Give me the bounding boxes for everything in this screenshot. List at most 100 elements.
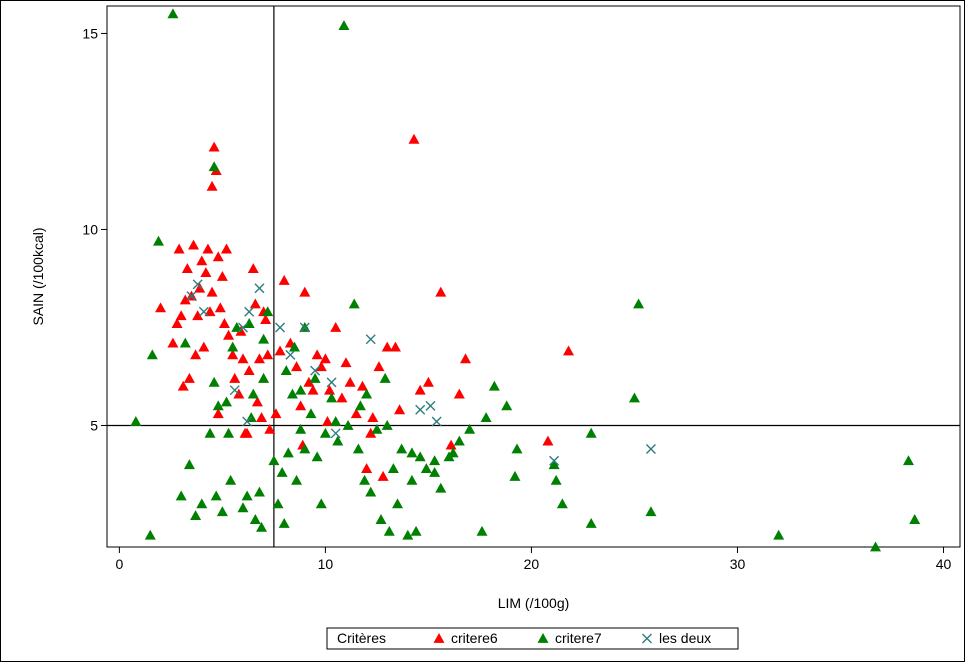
data-point: [249, 514, 261, 524]
data-point: [229, 385, 240, 396]
data-point: [377, 470, 389, 481]
data-point: [260, 314, 272, 325]
data-point: [239, 427, 251, 438]
data-point: [509, 470, 521, 481]
legend-box: [326, 627, 739, 650]
data-point: [365, 427, 377, 438]
data-point: [332, 435, 344, 446]
data-point: [242, 416, 253, 427]
data-point: [167, 337, 179, 348]
data-point: [155, 302, 167, 313]
data-point: [210, 490, 222, 501]
data-point: [383, 525, 395, 536]
data-point: [177, 380, 189, 391]
data-point: [130, 416, 142, 426]
data-point: [221, 396, 233, 407]
data-point: [237, 353, 249, 364]
data-point: [387, 463, 399, 473]
data-point: [645, 506, 657, 517]
data-point: [511, 443, 523, 454]
data-point: [414, 384, 426, 395]
data-point: [272, 498, 284, 509]
data-point: [225, 474, 237, 485]
data-point: [415, 404, 426, 415]
data-point: [237, 322, 248, 333]
data-point: [381, 341, 393, 352]
data-point: [585, 427, 597, 438]
data-point: [410, 525, 422, 536]
data-point: [262, 306, 274, 317]
data-point: [206, 286, 218, 297]
data-point: [231, 321, 243, 332]
y-axis-label: SAIN (/100kcal): [30, 227, 46, 325]
y-tick-label: 15: [82, 25, 98, 41]
data-point: [173, 243, 185, 254]
data-point: [563, 345, 575, 356]
data-point: [216, 506, 228, 517]
data-point: [288, 341, 300, 352]
data-point: [476, 525, 488, 536]
data-point: [902, 455, 914, 466]
data-point: [153, 235, 165, 246]
data-point: [585, 517, 597, 528]
data-point: [212, 251, 224, 262]
data-point: [445, 439, 457, 450]
data-point: [276, 467, 288, 477]
x-tick-label: 20: [524, 556, 540, 572]
data-point: [429, 455, 441, 466]
data-point: [628, 392, 640, 403]
data-point: [909, 514, 921, 524]
plot-border: [106, 5, 961, 548]
data-point: [268, 455, 280, 466]
legend-entry: critere6: [451, 630, 498, 646]
data-point: [282, 447, 294, 458]
data-point: [196, 498, 208, 509]
data-point: [381, 419, 393, 430]
data-point: [285, 349, 296, 360]
data-point: [480, 412, 492, 423]
data-point: [218, 318, 230, 328]
data-point: [773, 529, 785, 540]
data-point: [870, 541, 882, 552]
x-axis: 0 10 20 30 40: [115, 547, 952, 572]
data-point: [464, 423, 476, 434]
data-point: [549, 455, 560, 466]
legend-title: Critères: [337, 630, 386, 646]
data-point: [396, 443, 408, 454]
data-point: [202, 243, 214, 254]
data-point: [394, 404, 406, 415]
data-point: [371, 423, 383, 434]
data-point: [188, 239, 200, 250]
data-point: [354, 400, 366, 411]
data-point: [352, 443, 364, 454]
data-point: [548, 459, 560, 470]
y-tick-label: 5: [90, 417, 98, 433]
data-point: [542, 435, 554, 446]
data-point: [305, 408, 317, 419]
data-point: [315, 498, 327, 509]
data-point: [295, 423, 307, 434]
plot-area: [106, 5, 961, 552]
data-point: [392, 498, 404, 509]
data-point: [338, 20, 350, 31]
data-point: [406, 474, 418, 485]
data-point: [212, 400, 224, 411]
data-point: [453, 435, 465, 446]
data-point: [286, 388, 298, 399]
data-point: [373, 361, 385, 372]
data-point: [183, 459, 195, 470]
data-point: [375, 514, 387, 524]
data-point: [309, 372, 321, 383]
data-point: [501, 400, 513, 411]
data-point: [431, 416, 442, 427]
data-point: [556, 498, 568, 509]
legend-entry: critere7: [555, 630, 602, 646]
data-point: [175, 490, 187, 501]
data-point: [264, 423, 276, 434]
data-point: [299, 286, 311, 297]
data-point: [227, 349, 239, 360]
data-point: [295, 400, 307, 411]
x-axis-label: LIM (/100g): [498, 595, 570, 611]
series-les-deux: [186, 279, 656, 466]
data-point: [241, 490, 253, 501]
